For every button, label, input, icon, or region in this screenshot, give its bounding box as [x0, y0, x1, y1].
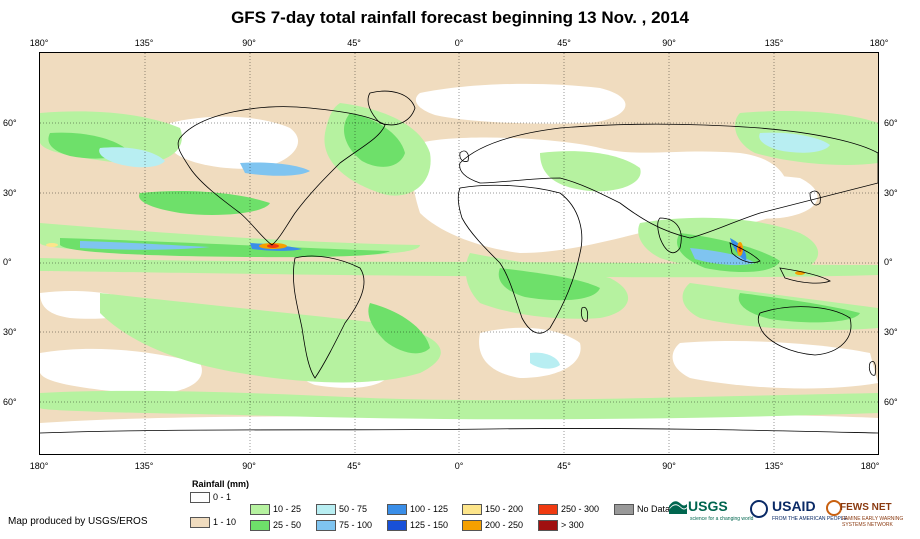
fews-net-logo: FEWS NET: [840, 502, 892, 513]
legend-swatch: [538, 503, 558, 515]
legend-item: 10 - 25: [250, 503, 301, 515]
legend-swatch: [387, 503, 407, 515]
legend-swatch: [250, 503, 270, 515]
legend-item: No Data: [614, 503, 670, 515]
legend-label: 25 - 50: [273, 520, 302, 530]
fews-net-tagline: FAMINE EARLY WARNING SYSTEMS NETWORK: [842, 516, 904, 528]
legend-label: 0 - 1: [213, 492, 232, 502]
lat-label-right: 30°: [884, 188, 898, 198]
legend-item: 25 - 50: [250, 519, 301, 531]
lat-label-left: 30°: [3, 188, 17, 198]
lat-label-left: 0°: [3, 257, 12, 267]
lon-label-bottom: 135°: [764, 461, 784, 471]
lon-label-bottom: 0°: [454, 461, 464, 471]
legend-swatch: [614, 503, 634, 515]
lon-label-top: 135°: [134, 38, 154, 48]
usgs-logo: USGS: [688, 498, 728, 514]
legend-swatch: [250, 519, 270, 531]
legend-item: 200 - 250: [462, 519, 523, 531]
legend-swatch: [538, 519, 558, 531]
legend-label: No Data: [637, 504, 671, 514]
legend-item: 250 - 300: [538, 503, 599, 515]
legend-item: 75 - 100: [316, 519, 372, 531]
legend-item: 150 - 200: [462, 503, 523, 515]
legend-label: 100 - 125: [410, 504, 449, 514]
lon-label-top: 45°: [557, 38, 571, 48]
credit-text: Map produced by USGS/EROS: [8, 516, 148, 527]
legend-label: 75 - 100: [339, 520, 373, 530]
legend-item: 125 - 150: [387, 519, 448, 531]
lon-label-top: 90°: [242, 38, 256, 48]
rainfall-map: [39, 52, 879, 455]
map-title: GFS 7-day total rainfall forecast beginn…: [231, 8, 689, 27]
lon-label-top: 135°: [764, 38, 784, 48]
legend-label: 125 - 150: [410, 520, 449, 530]
usgs-tagline: science for a changing world: [690, 516, 754, 522]
legend-label: 250 - 300: [561, 504, 600, 514]
legend-label: 10 - 25: [273, 504, 302, 514]
legend-swatch: [462, 503, 482, 515]
lon-label-bottom: 45°: [347, 461, 361, 471]
legend-label: 200 - 250: [485, 520, 524, 530]
legend-label: 150 - 200: [485, 504, 524, 514]
legend-swatch: [316, 503, 336, 515]
legend-item: 0 - 1: [190, 491, 231, 503]
graticule: [40, 53, 878, 454]
legend-label: > 300: [561, 520, 584, 530]
lat-label-left: 60°: [3, 118, 17, 128]
legend-swatch: [387, 519, 407, 531]
lon-label-bottom: 45°: [557, 461, 571, 471]
rain-50-75: [99, 132, 830, 369]
legend-label: 50 - 75: [339, 504, 368, 514]
usaid-tagline: FROM THE AMERICAN PEOPLE: [772, 516, 847, 522]
lon-label-bottom: 180°: [29, 461, 49, 471]
legend-item: 1 - 10: [190, 516, 236, 528]
lon-label-bottom: 90°: [242, 461, 256, 471]
lat-label-right: 60°: [884, 118, 898, 128]
lon-label-top: 180°: [29, 38, 49, 48]
legend-item: > 300: [538, 519, 584, 531]
legend-swatch: [316, 519, 336, 531]
lon-label-bottom: 135°: [134, 461, 154, 471]
rainfall-map-svg: [40, 53, 878, 454]
lat-label-left: 30°: [3, 327, 17, 337]
lon-label-bottom: 90°: [662, 461, 676, 471]
lat-label-right: 60°: [884, 397, 898, 407]
legend-item: 100 - 125: [387, 503, 448, 515]
legend-swatch: [190, 516, 210, 528]
lat-label-right: 0°: [884, 257, 893, 267]
legend-title: Rainfall (mm): [192, 479, 250, 489]
usaid-seal-icon: [750, 500, 768, 518]
legend-swatch: [462, 519, 482, 531]
legend-label: 1 - 10: [213, 517, 237, 527]
legend-swatch: [190, 491, 210, 503]
usgs-logo-icon: [669, 501, 687, 514]
lon-label-top: 0°: [454, 38, 464, 48]
fews-net-seal-icon: [826, 500, 842, 516]
lon-label-bottom: 180°: [860, 461, 880, 471]
rain-25-50: [48, 113, 860, 354]
lon-label-top: 45°: [347, 38, 361, 48]
legend-item: 50 - 75: [316, 503, 367, 515]
lat-label-right: 30°: [884, 327, 898, 337]
lat-label-left: 60°: [3, 397, 17, 407]
lon-label-top: 90°: [662, 38, 676, 48]
lon-label-top: 180°: [869, 38, 889, 48]
usaid-logo: USAID: [772, 498, 816, 514]
